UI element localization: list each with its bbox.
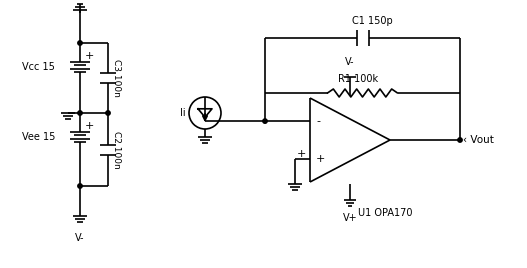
Text: Vee 15: Vee 15 (22, 132, 55, 142)
Circle shape (78, 41, 82, 45)
Text: U1 OPA170: U1 OPA170 (358, 208, 413, 218)
Text: V+: V+ (343, 213, 357, 223)
Text: ‹ Vout: ‹ Vout (463, 135, 494, 145)
Text: -: - (316, 116, 320, 126)
Text: C2 100n: C2 100n (112, 131, 121, 168)
Text: +: + (85, 121, 94, 131)
Text: R1 100k: R1 100k (337, 74, 378, 84)
Text: +: + (316, 154, 325, 164)
Circle shape (78, 111, 82, 115)
Text: +: + (297, 149, 306, 159)
Circle shape (106, 111, 110, 115)
Circle shape (78, 184, 82, 188)
Text: V-: V- (75, 233, 85, 243)
Circle shape (263, 119, 267, 123)
Text: Vcc 15: Vcc 15 (22, 62, 55, 72)
Text: C3 100n: C3 100n (112, 59, 121, 97)
Circle shape (458, 138, 462, 142)
Text: C1 150p: C1 150p (353, 16, 393, 26)
Text: Ii: Ii (180, 108, 186, 118)
Text: V-: V- (345, 57, 355, 67)
Text: +: + (85, 51, 94, 61)
